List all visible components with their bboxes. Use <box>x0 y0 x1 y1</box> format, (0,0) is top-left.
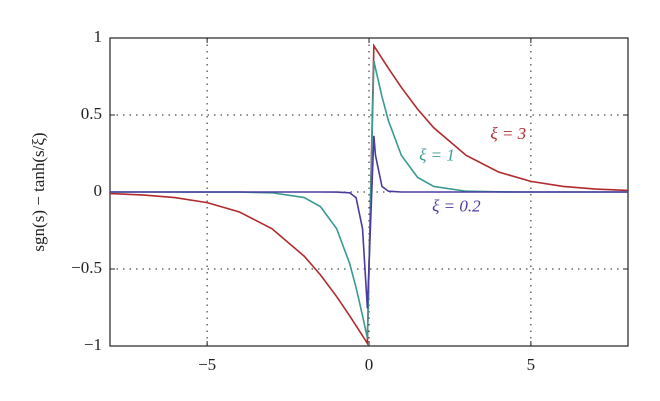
series-line <box>110 135 628 309</box>
y-tick-label: 0.5 <box>81 104 102 123</box>
y-axis-label: sgn(s) − tanh(s/ξ) <box>29 132 48 251</box>
y-tick-label: −1 <box>84 335 102 354</box>
y-tick-label: 1 <box>94 27 103 46</box>
x-tick-label: 5 <box>527 355 536 374</box>
series-label: ξ = 1 <box>419 145 455 164</box>
y-tick-label: −0.5 <box>71 258 102 277</box>
series-label: ξ = 3 <box>490 124 526 143</box>
x-tick-label: −5 <box>198 355 216 374</box>
y-tick-label: 0 <box>94 181 103 200</box>
series-label: ξ = 0.2 <box>432 196 481 215</box>
x-tick-label: 0 <box>365 355 374 374</box>
